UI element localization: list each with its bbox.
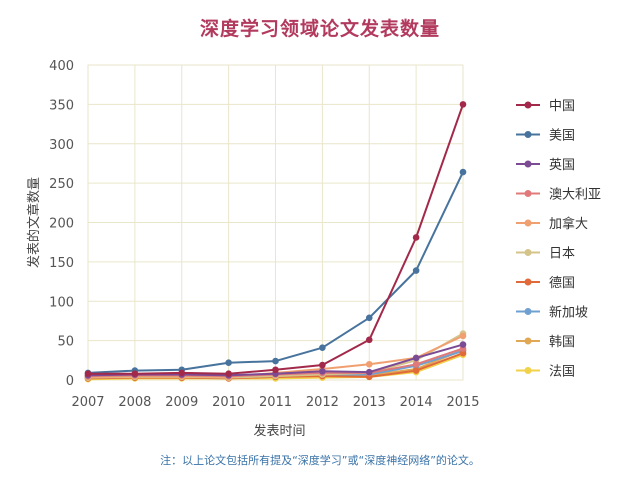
data-point — [412, 360, 420, 368]
data-point — [412, 354, 420, 362]
data-point — [272, 366, 279, 374]
legend-label: 法国 — [549, 365, 575, 380]
x-tick-label: 2013 — [353, 395, 386, 410]
y-tick-label: 400 — [49, 59, 74, 74]
legend-swatch-marker — [524, 337, 532, 345]
legend-label: 中国 — [549, 99, 575, 114]
data-point — [459, 332, 467, 340]
legend-item: 德国 — [516, 276, 575, 291]
legend-swatch-marker — [524, 308, 532, 315]
x-tick-label: 2011 — [259, 395, 292, 410]
data-point — [225, 359, 232, 366]
y-tick-label: 300 — [49, 138, 74, 153]
legend-item: 法国 — [516, 365, 575, 380]
x-tick-label: 2014 — [400, 395, 433, 410]
legend-label: 德国 — [549, 276, 575, 291]
data-point — [459, 101, 467, 108]
x-axis-title: 发表时间 — [253, 423, 305, 439]
data-point — [84, 370, 92, 378]
legend-label: 韩国 — [549, 335, 575, 350]
legend-swatch-marker — [524, 219, 532, 227]
legend-item: 新加坡 — [516, 305, 588, 321]
legend-item: 加拿大 — [516, 216, 588, 232]
data-point — [178, 369, 186, 377]
legend-item: 英国 — [516, 158, 575, 173]
data-point — [459, 349, 467, 357]
grid-lines — [87, 64, 464, 381]
axes: 0 50 100 150 200 250 300 350 400 2007 2008 2009 2010… — [26, 59, 480, 439]
data-point — [319, 368, 326, 375]
data-point — [131, 370, 139, 378]
legend-label: 加拿大 — [549, 216, 588, 232]
x-tick-label: 2008 — [118, 395, 151, 410]
data-point — [272, 357, 279, 365]
legend-swatch-marker — [524, 101, 532, 109]
legend-label: 新加坡 — [549, 305, 588, 321]
x-tick-label: 2015 — [446, 395, 479, 410]
y-tick-label: 350 — [49, 98, 74, 113]
legend-item: 中国 — [516, 99, 575, 114]
legend-swatch-marker — [524, 131, 532, 138]
y-tick-label: 0 — [66, 374, 74, 389]
series-中国 — [84, 101, 467, 378]
x-tick-label: 2009 — [165, 395, 198, 410]
chart-title: 深度学习领域论文发表数量 — [199, 18, 440, 40]
footnote: 注：以上论文包括所有提及“深度学习”或“深度神经网络”的论文。 — [160, 454, 480, 467]
y-tick-label: 50 — [57, 335, 74, 350]
data-point — [412, 234, 420, 241]
data-point — [319, 361, 326, 369]
legend-swatch-marker — [524, 249, 532, 256]
data-point — [365, 314, 373, 322]
data-point — [459, 341, 467, 348]
legend-item: 澳大利亚 — [516, 187, 601, 203]
y-axis-title: 发表的文章数量 — [26, 177, 42, 268]
legend-swatch-marker — [524, 278, 532, 286]
data-point — [365, 368, 373, 376]
y-tick-label: 200 — [49, 217, 74, 232]
data-point — [412, 367, 420, 374]
legend-item: 美国 — [516, 129, 575, 144]
legend-label: 日本 — [549, 247, 575, 262]
data-point — [365, 360, 373, 368]
legend-swatch-marker — [524, 160, 532, 168]
data-point — [225, 370, 232, 378]
data-point — [459, 168, 467, 176]
y-tick-label: 150 — [49, 256, 74, 271]
y-tick-label: 250 — [49, 177, 74, 192]
x-tick-label: 2007 — [71, 395, 104, 410]
legend-swatch-marker — [524, 190, 532, 197]
legend-label: 英国 — [549, 158, 575, 173]
x-tick-label: 2010 — [212, 395, 245, 410]
data-point — [365, 336, 373, 344]
x-tick-label: 2012 — [306, 395, 339, 410]
legend-item: 日本 — [516, 247, 575, 262]
legend-label: 澳大利亚 — [549, 187, 601, 203]
series-layer — [84, 101, 467, 383]
data-point — [412, 267, 420, 274]
y-tick-label: 100 — [49, 295, 74, 310]
legend-swatch-marker — [524, 367, 532, 374]
legend-item: 韩国 — [516, 335, 575, 350]
data-point — [319, 344, 326, 352]
legend-label: 美国 — [549, 129, 575, 144]
